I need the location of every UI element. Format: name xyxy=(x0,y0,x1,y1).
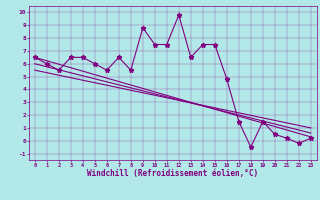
X-axis label: Windchill (Refroidissement éolien,°C): Windchill (Refroidissement éolien,°C) xyxy=(87,169,258,178)
